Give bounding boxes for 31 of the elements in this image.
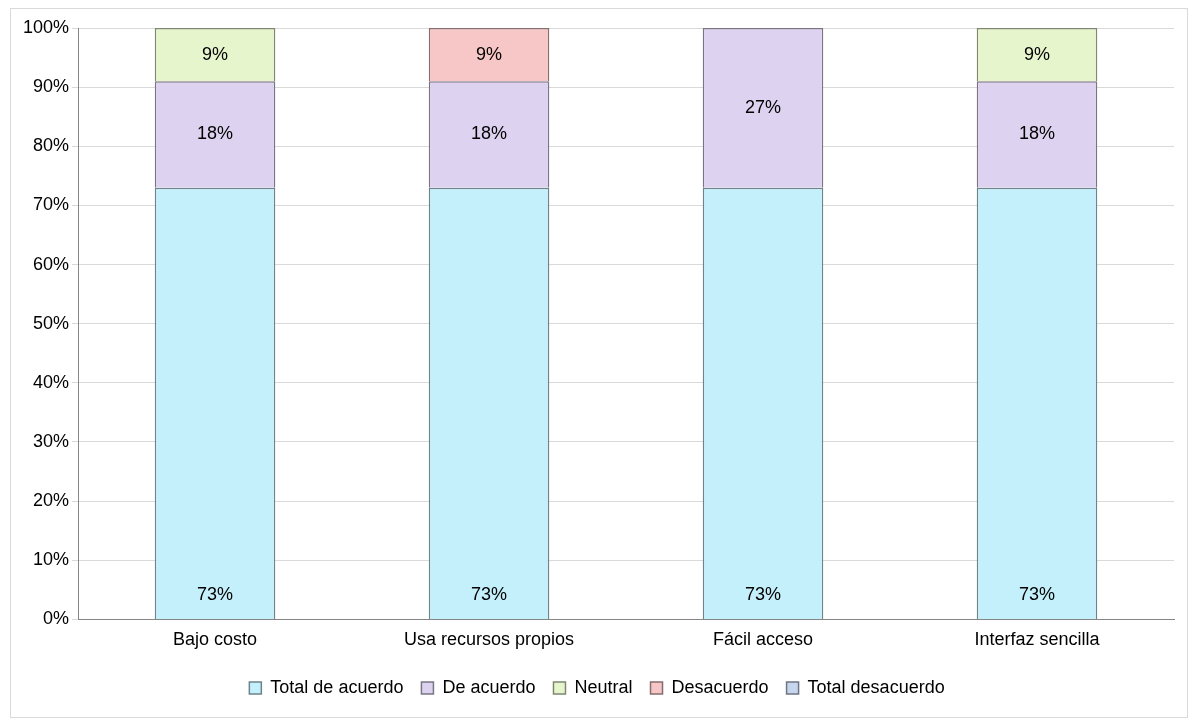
y-tick-label: 10% xyxy=(33,549,70,570)
y-tick-label: 70% xyxy=(33,194,70,215)
data-label: 9% xyxy=(202,43,229,64)
x-tick-label: Fácil acceso xyxy=(712,629,814,650)
legend-label: De acuerdo xyxy=(442,676,536,697)
data-label: 9% xyxy=(476,43,503,64)
y-tick-label: 60% xyxy=(33,253,70,274)
y-tick-label: 50% xyxy=(33,312,70,333)
data-label: 9% xyxy=(1024,43,1051,64)
data-label: 73% xyxy=(1018,583,1056,604)
y-tick-label: 0% xyxy=(43,608,70,629)
data-label: 73% xyxy=(745,583,782,604)
legend-label: Total desacuerdo xyxy=(807,676,945,697)
data-label: 18% xyxy=(197,123,234,144)
data-label: 18% xyxy=(471,123,508,144)
y-tick-label: 20% xyxy=(33,490,70,511)
y-tick-label: 40% xyxy=(33,371,70,392)
legend-label: Neutral xyxy=(574,676,633,697)
legend-label: Total de acuerdo xyxy=(270,676,404,697)
y-tick-label: 80% xyxy=(33,135,70,156)
data-label: 73% xyxy=(197,583,234,604)
y-tick-label: 90% xyxy=(33,76,70,97)
y-tick-label: 100% xyxy=(22,16,70,37)
data-label: 73% xyxy=(471,583,508,604)
data-label: 27% xyxy=(745,96,782,117)
y-tick-label: 30% xyxy=(33,430,70,451)
data-label: 18% xyxy=(1018,123,1056,144)
x-tick-label: Bajo costo xyxy=(173,629,258,650)
x-tick-label: Interfaz sencilla xyxy=(974,629,1101,650)
legend-label: Desacuerdo xyxy=(671,676,769,697)
x-tick-label: Usa recursos propios xyxy=(403,629,575,650)
